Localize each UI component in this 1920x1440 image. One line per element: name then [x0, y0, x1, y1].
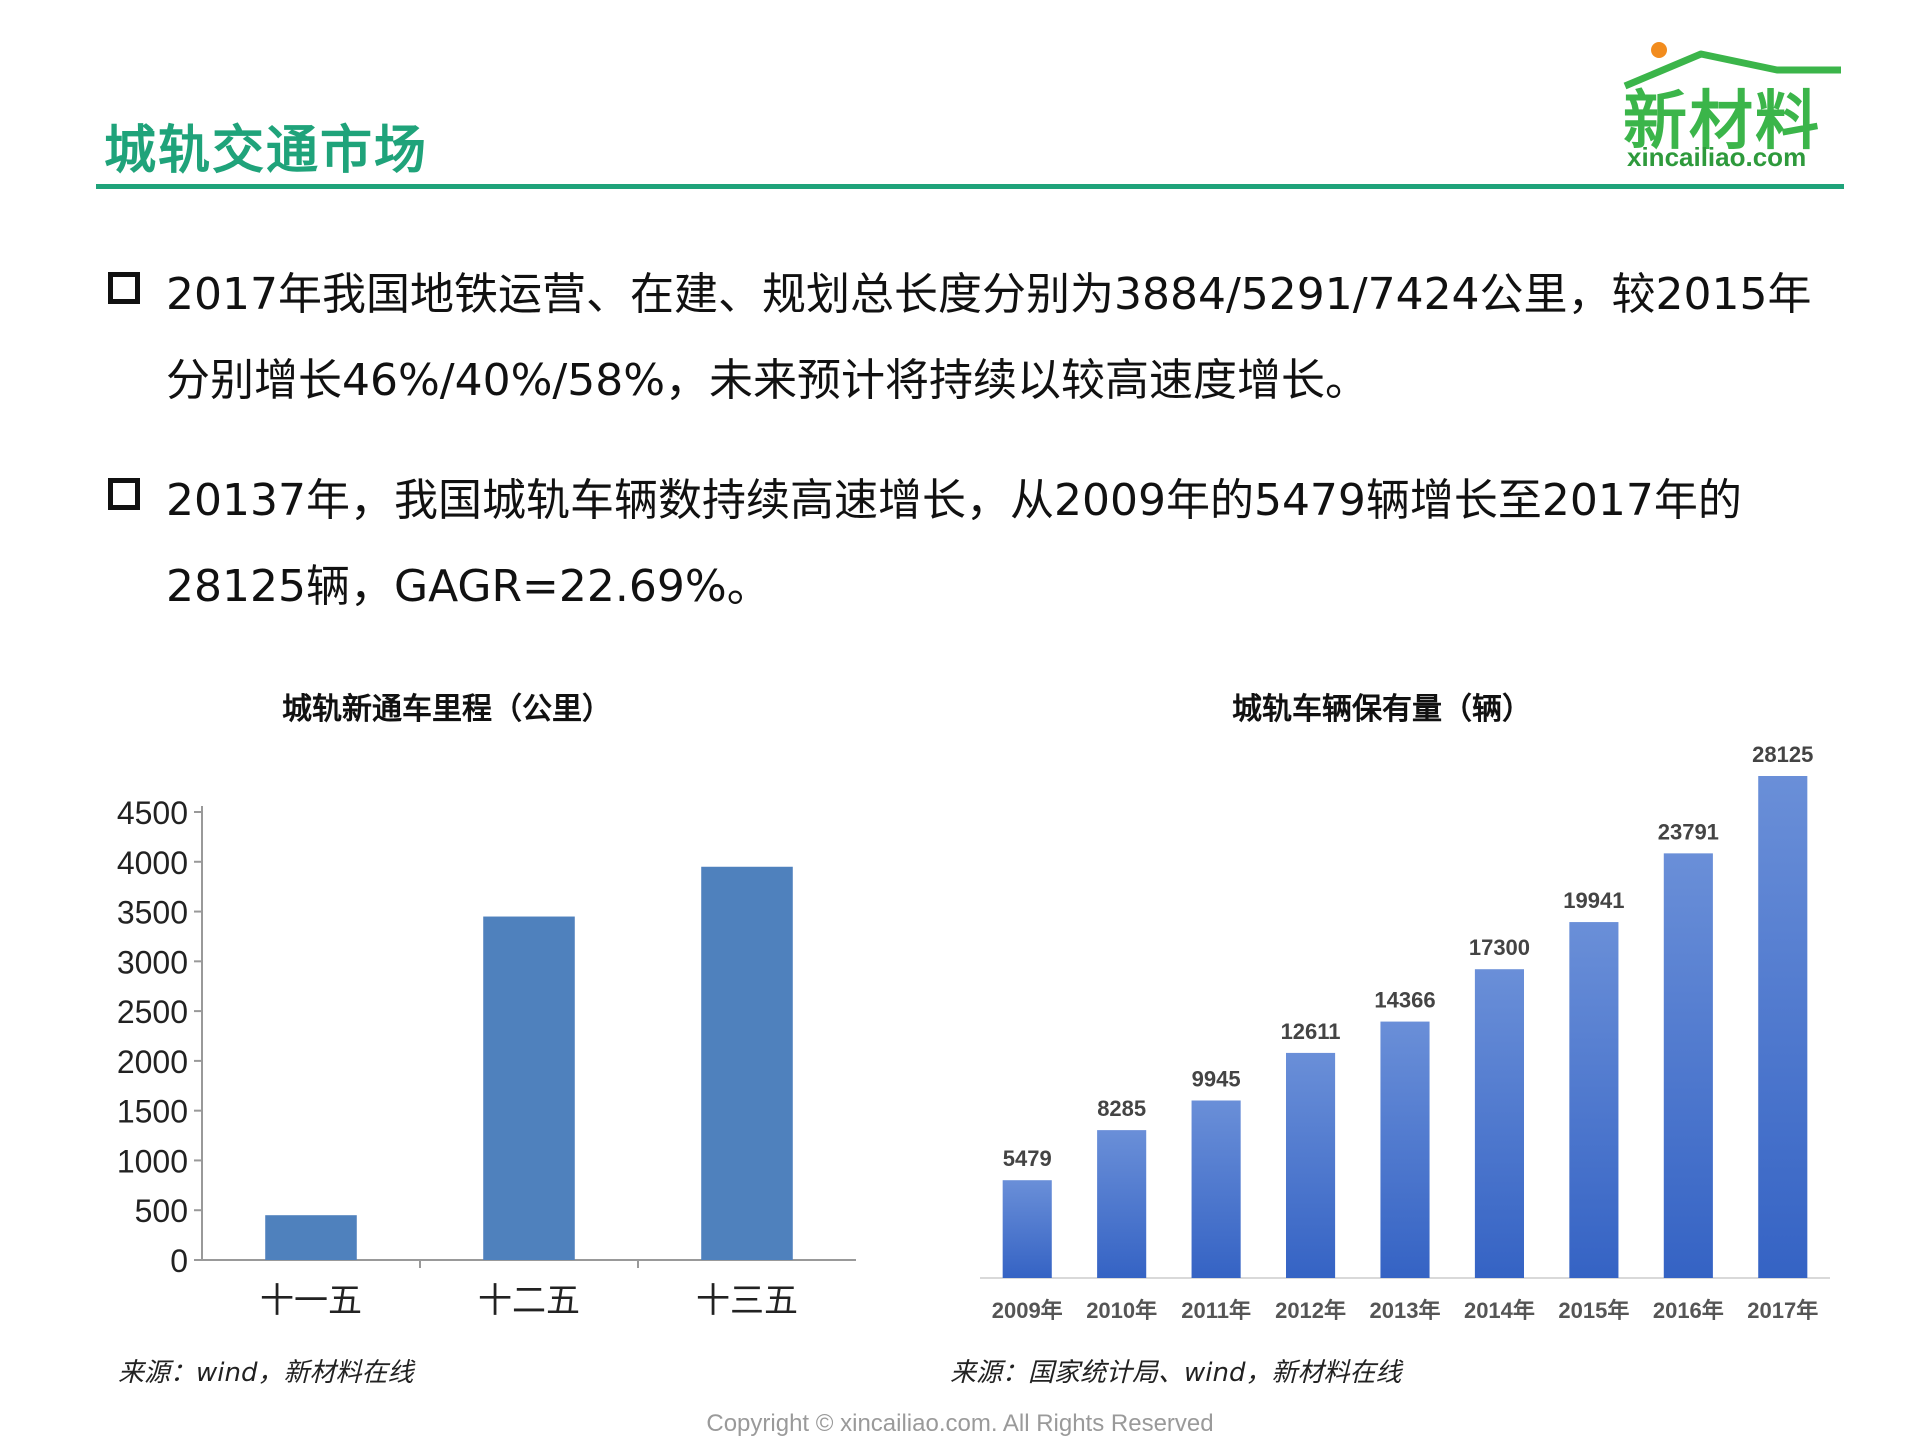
x-tick-label: 2014年	[1464, 1298, 1535, 1320]
y-tick-label: 3000	[117, 944, 188, 980]
bar	[1286, 1052, 1336, 1278]
right-chart-title: 城轨车辆保有量（辆）	[1232, 692, 1532, 727]
x-tick-label: 2011年	[1181, 1298, 1251, 1320]
x-tick-label: 十一五	[260, 1282, 362, 1320]
bar	[1002, 1180, 1052, 1278]
data-label: 8285	[1097, 1096, 1146, 1121]
square-bullet-icon	[108, 478, 140, 510]
x-tick-label: 2009年	[992, 1298, 1063, 1320]
right-bar-chart: 5479 2009年 8285 2010年 9945 2011年 12611 2012年 143…	[980, 742, 1830, 1320]
data-label: 28125	[1752, 742, 1813, 767]
logo-url-text: xincailiao.com	[1627, 142, 1807, 172]
page-title: 城轨交通市场	[104, 121, 429, 181]
bar	[265, 1215, 357, 1260]
y-tick-label: 1000	[117, 1143, 188, 1179]
bar	[1569, 922, 1619, 1278]
y-tick-label: 2000	[117, 1044, 188, 1080]
y-tick-label: 2500	[117, 994, 188, 1030]
left-source-note: 来源：wind，新材料在线	[118, 1358, 414, 1388]
bar	[1663, 853, 1713, 1278]
data-label: 9945	[1192, 1066, 1241, 1091]
bullet-item-2: 20137年，我国城轨车辆数持续高速增长，从2009年的5479辆增长至2017…	[108, 458, 1828, 630]
left-chart-title: 城轨新通车里程（公里）	[282, 692, 612, 727]
bullet-text: 2017年我国地铁运营、在建、规划总长度分别为3884/5291/7424公里，…	[166, 269, 1812, 406]
house-roof-icon	[1623, 42, 1841, 90]
square-bullet-icon	[108, 272, 140, 304]
data-label: 5479	[1003, 1146, 1052, 1171]
bar	[483, 916, 575, 1260]
bar	[1474, 969, 1524, 1278]
right-source-note: 来源：国家统计局、wind，新材料在线	[950, 1358, 1402, 1388]
data-label: 14366	[1374, 988, 1435, 1013]
x-tick-label: 2012年	[1275, 1298, 1346, 1320]
x-tick-label: 2013年	[1370, 1298, 1441, 1320]
bullet-text: 20137年，我国城轨车辆数持续高速增长，从2009年的5479辆增长至2017…	[166, 475, 1742, 612]
bar	[1191, 1100, 1241, 1278]
data-label: 17300	[1469, 935, 1530, 960]
brand-logo: 新材料 xincailiao.com	[1605, 38, 1855, 172]
y-tick-label: 4000	[117, 845, 188, 881]
x-tick-label: 2010年	[1086, 1298, 1157, 1320]
copyright-footer: Copyright © xincailiao.com. All Rights R…	[706, 1410, 1214, 1437]
x-tick-label: 2017年	[1747, 1298, 1818, 1320]
x-tick-label: 2015年	[1558, 1298, 1629, 1320]
y-tick-label: 3500	[117, 895, 188, 931]
x-tick-label: 十三五	[696, 1282, 798, 1320]
bar	[701, 866, 793, 1260]
bar	[1758, 776, 1808, 1278]
bullet-item-1: 2017年我国地铁运营、在建、规划总长度分别为3884/5291/7424公里，…	[108, 252, 1828, 424]
x-tick-label: 2016年	[1653, 1298, 1724, 1320]
bar	[1097, 1130, 1147, 1278]
data-label: 19941	[1563, 888, 1624, 913]
y-tick-label: 0	[170, 1243, 188, 1279]
logo-brand-text: 新材料	[1623, 85, 1821, 159]
x-tick-label: 十二五	[478, 1282, 580, 1320]
data-label: 23791	[1658, 819, 1719, 844]
left-bar-chart: 0 500 1000 1500 2000 2500 3000 3500 4000 4500 十一五 十…	[117, 795, 856, 1320]
y-tick-label: 1500	[117, 1094, 188, 1130]
data-label: 12611	[1281, 1019, 1341, 1044]
y-tick-label: 500	[135, 1193, 188, 1229]
bar	[1380, 1021, 1430, 1278]
y-tick-label: 4500	[117, 795, 188, 831]
title-divider	[96, 184, 1844, 189]
